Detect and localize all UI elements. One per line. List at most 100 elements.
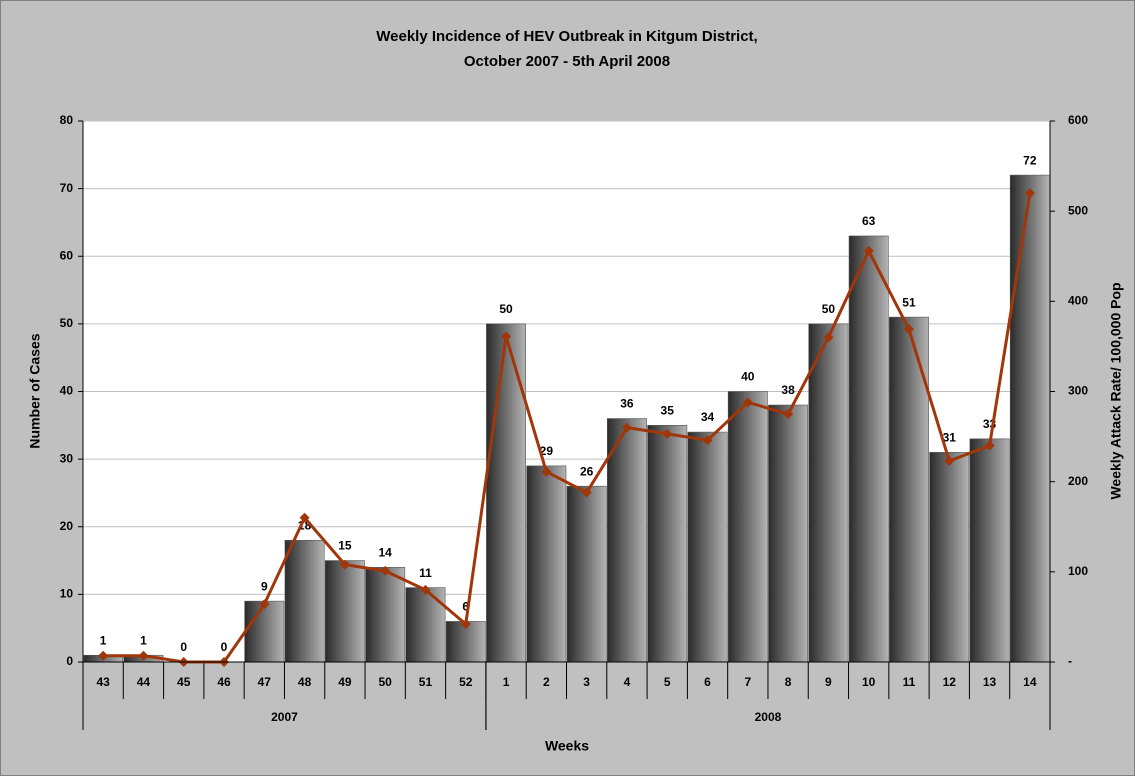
line-marker (339, 559, 350, 570)
data-label: 40 (741, 370, 755, 384)
data-label: 0 (180, 640, 187, 654)
line-marker (460, 619, 471, 630)
bar (486, 323, 527, 663)
x-tick-label: 48 (298, 675, 312, 689)
y2-tick-label: 600 (1068, 113, 1088, 127)
line-marker (420, 584, 431, 595)
x-tick-label: 45 (177, 675, 191, 689)
bar (606, 418, 647, 663)
data-label: 63 (862, 214, 876, 228)
line-marker (541, 466, 552, 477)
line-marker (903, 324, 914, 335)
bar (889, 316, 929, 663)
bar (969, 438, 1010, 663)
line-marker (299, 512, 310, 523)
data-label: 38 (781, 383, 795, 397)
bar (848, 235, 889, 663)
data-label: 50 (822, 302, 836, 316)
x-tick-label: 14 (1023, 675, 1037, 689)
line (103, 192, 1032, 664)
bar (244, 600, 285, 663)
y-tick-label: 70 (60, 181, 74, 195)
y2-tick-label: 400 (1068, 294, 1088, 308)
data-label: 36 (620, 397, 634, 411)
y2-axis-label: Weekly Attack Rate/ 100,000 Pop (1108, 282, 1124, 499)
x-tick-label: 13 (983, 675, 997, 689)
line-marker (501, 331, 512, 342)
bar (365, 567, 406, 663)
line-marker (984, 440, 995, 451)
data-label: 35 (661, 403, 675, 417)
y2-tick-label: 300 (1068, 384, 1088, 398)
x-tick-label: 9 (825, 675, 832, 689)
y-tick-label: 10 (60, 587, 74, 601)
y-tick-label: 80 (60, 113, 74, 127)
y-tick-label: 30 (60, 451, 74, 465)
x-tick-label: 44 (137, 675, 151, 689)
x-tick-label: 1 (503, 675, 510, 689)
data-label: 72 (1023, 153, 1037, 167)
data-label: 34 (701, 410, 715, 424)
line-marker (380, 565, 391, 576)
data-label: 9 (261, 579, 268, 593)
line-marker (944, 455, 955, 466)
x-tick-label: 5 (664, 675, 671, 689)
y-tick-label: 60 (60, 248, 74, 262)
y-tick-label: 50 (60, 316, 74, 330)
bar (929, 452, 970, 663)
data-label: 1 (100, 633, 107, 647)
data-label: 31 (943, 431, 957, 445)
data-label: 50 (499, 302, 513, 316)
line-marker (259, 599, 270, 610)
y-tick-label: 0 (66, 654, 73, 668)
line-marker (662, 428, 673, 439)
x-tick-label: 4 (624, 675, 631, 689)
y-axis-label: Number of Cases (27, 333, 43, 448)
line-marker (581, 487, 592, 498)
y2-tick-label: 100 (1068, 564, 1088, 578)
line-marker (863, 245, 874, 256)
x-tick-label: 3 (583, 675, 590, 689)
bar (727, 391, 768, 663)
bar (647, 425, 688, 663)
bar (284, 539, 325, 663)
data-label: 15 (338, 539, 352, 553)
x-tick-label: 10 (862, 675, 876, 689)
x-tick-label: 46 (217, 675, 231, 689)
y-tick-label: 20 (60, 519, 74, 533)
group-label: 2007 (271, 710, 298, 724)
chart-title: October 2007 - 5th April 2008 (464, 53, 670, 70)
x-tick-label: 43 (96, 675, 110, 689)
group-label: 2008 (755, 710, 782, 724)
x-tick-label: 12 (943, 675, 957, 689)
data-label: 29 (540, 444, 554, 458)
data-label: 26 (580, 464, 594, 478)
x-tick-label: 50 (379, 675, 393, 689)
x-tick-label: 8 (785, 675, 792, 689)
x-tick-label: 51 (419, 675, 433, 689)
bar (526, 465, 567, 663)
line-marker (1024, 188, 1035, 199)
bar (687, 431, 728, 663)
line-marker (98, 650, 109, 661)
x-axis-label: Weeks (545, 738, 589, 754)
data-label: 1 (140, 633, 147, 647)
data-label: 11 (419, 566, 432, 580)
y2-tick-label: - (1068, 654, 1072, 668)
x-tick-label: 47 (258, 675, 272, 689)
bar (768, 404, 809, 663)
data-label: 14 (379, 545, 393, 559)
y-tick-label: 40 (60, 384, 74, 398)
line-marker (138, 650, 149, 661)
bar (808, 323, 849, 663)
line-marker (702, 435, 713, 446)
x-tick-label: 49 (338, 675, 352, 689)
data-label: 6 (462, 600, 469, 614)
x-tick-label: 7 (744, 675, 751, 689)
line-marker (783, 409, 794, 420)
bar (566, 485, 607, 663)
bar (1009, 174, 1050, 663)
y2-tick-label: 500 (1068, 203, 1088, 217)
